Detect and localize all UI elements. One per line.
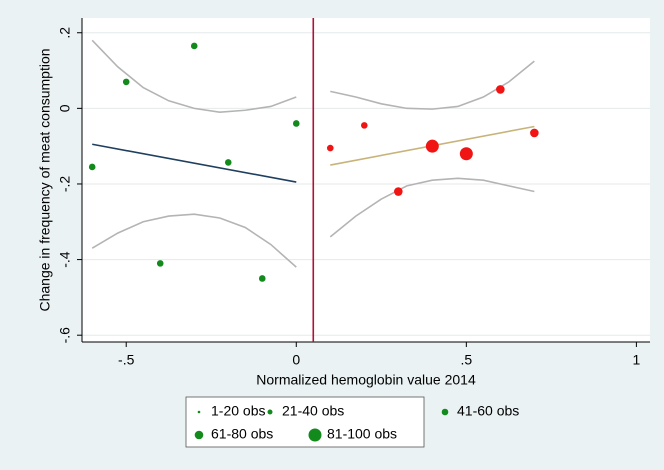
legend-label: 61-80 obs [211, 426, 273, 442]
point [292, 120, 300, 127]
legend-label: 21-40 obs [282, 403, 344, 419]
ci-curve [91, 213, 297, 268]
point [326, 144, 334, 152]
point [394, 187, 403, 196]
y-tick-label: -.4 [57, 251, 73, 268]
legend-marker [308, 428, 322, 442]
y-axis-title: Change in frequency of meat consumption [37, 48, 53, 311]
point [425, 139, 439, 153]
y-tick-label: 0 [57, 104, 73, 112]
x-tick-label: 0 [292, 352, 300, 368]
legend-marker [441, 408, 449, 416]
legend-label: 41-60 obs [457, 403, 519, 419]
x-tick-label: .5 [460, 352, 472, 368]
legend-label: 81-100 obs [327, 426, 397, 442]
legend-label: 1-20 obs [211, 403, 265, 419]
point [360, 122, 368, 129]
y-tick-label: -.6 [57, 327, 73, 344]
y-tick-label: -.2 [57, 176, 73, 193]
point [156, 260, 164, 267]
ci-curve [329, 177, 535, 238]
ci-curve [91, 39, 297, 113]
point [88, 163, 96, 171]
point [496, 85, 505, 94]
point [530, 128, 539, 138]
legend-marker [267, 409, 273, 415]
x-tick-label: 1 [632, 352, 640, 368]
plot-area [82, 18, 650, 342]
x-tick-label: -.5 [118, 352, 135, 368]
point [224, 159, 232, 166]
x-axis-title: Normalized hemoglobin value 2014 [256, 372, 476, 388]
point [122, 78, 130, 86]
legend-marker [194, 430, 204, 440]
point [190, 42, 198, 50]
point [258, 275, 266, 282]
legend-box [185, 396, 425, 448]
y-tick-label: .2 [57, 27, 73, 39]
fit-line [92, 143, 297, 183]
point [459, 147, 473, 161]
legend-marker [197, 410, 201, 414]
